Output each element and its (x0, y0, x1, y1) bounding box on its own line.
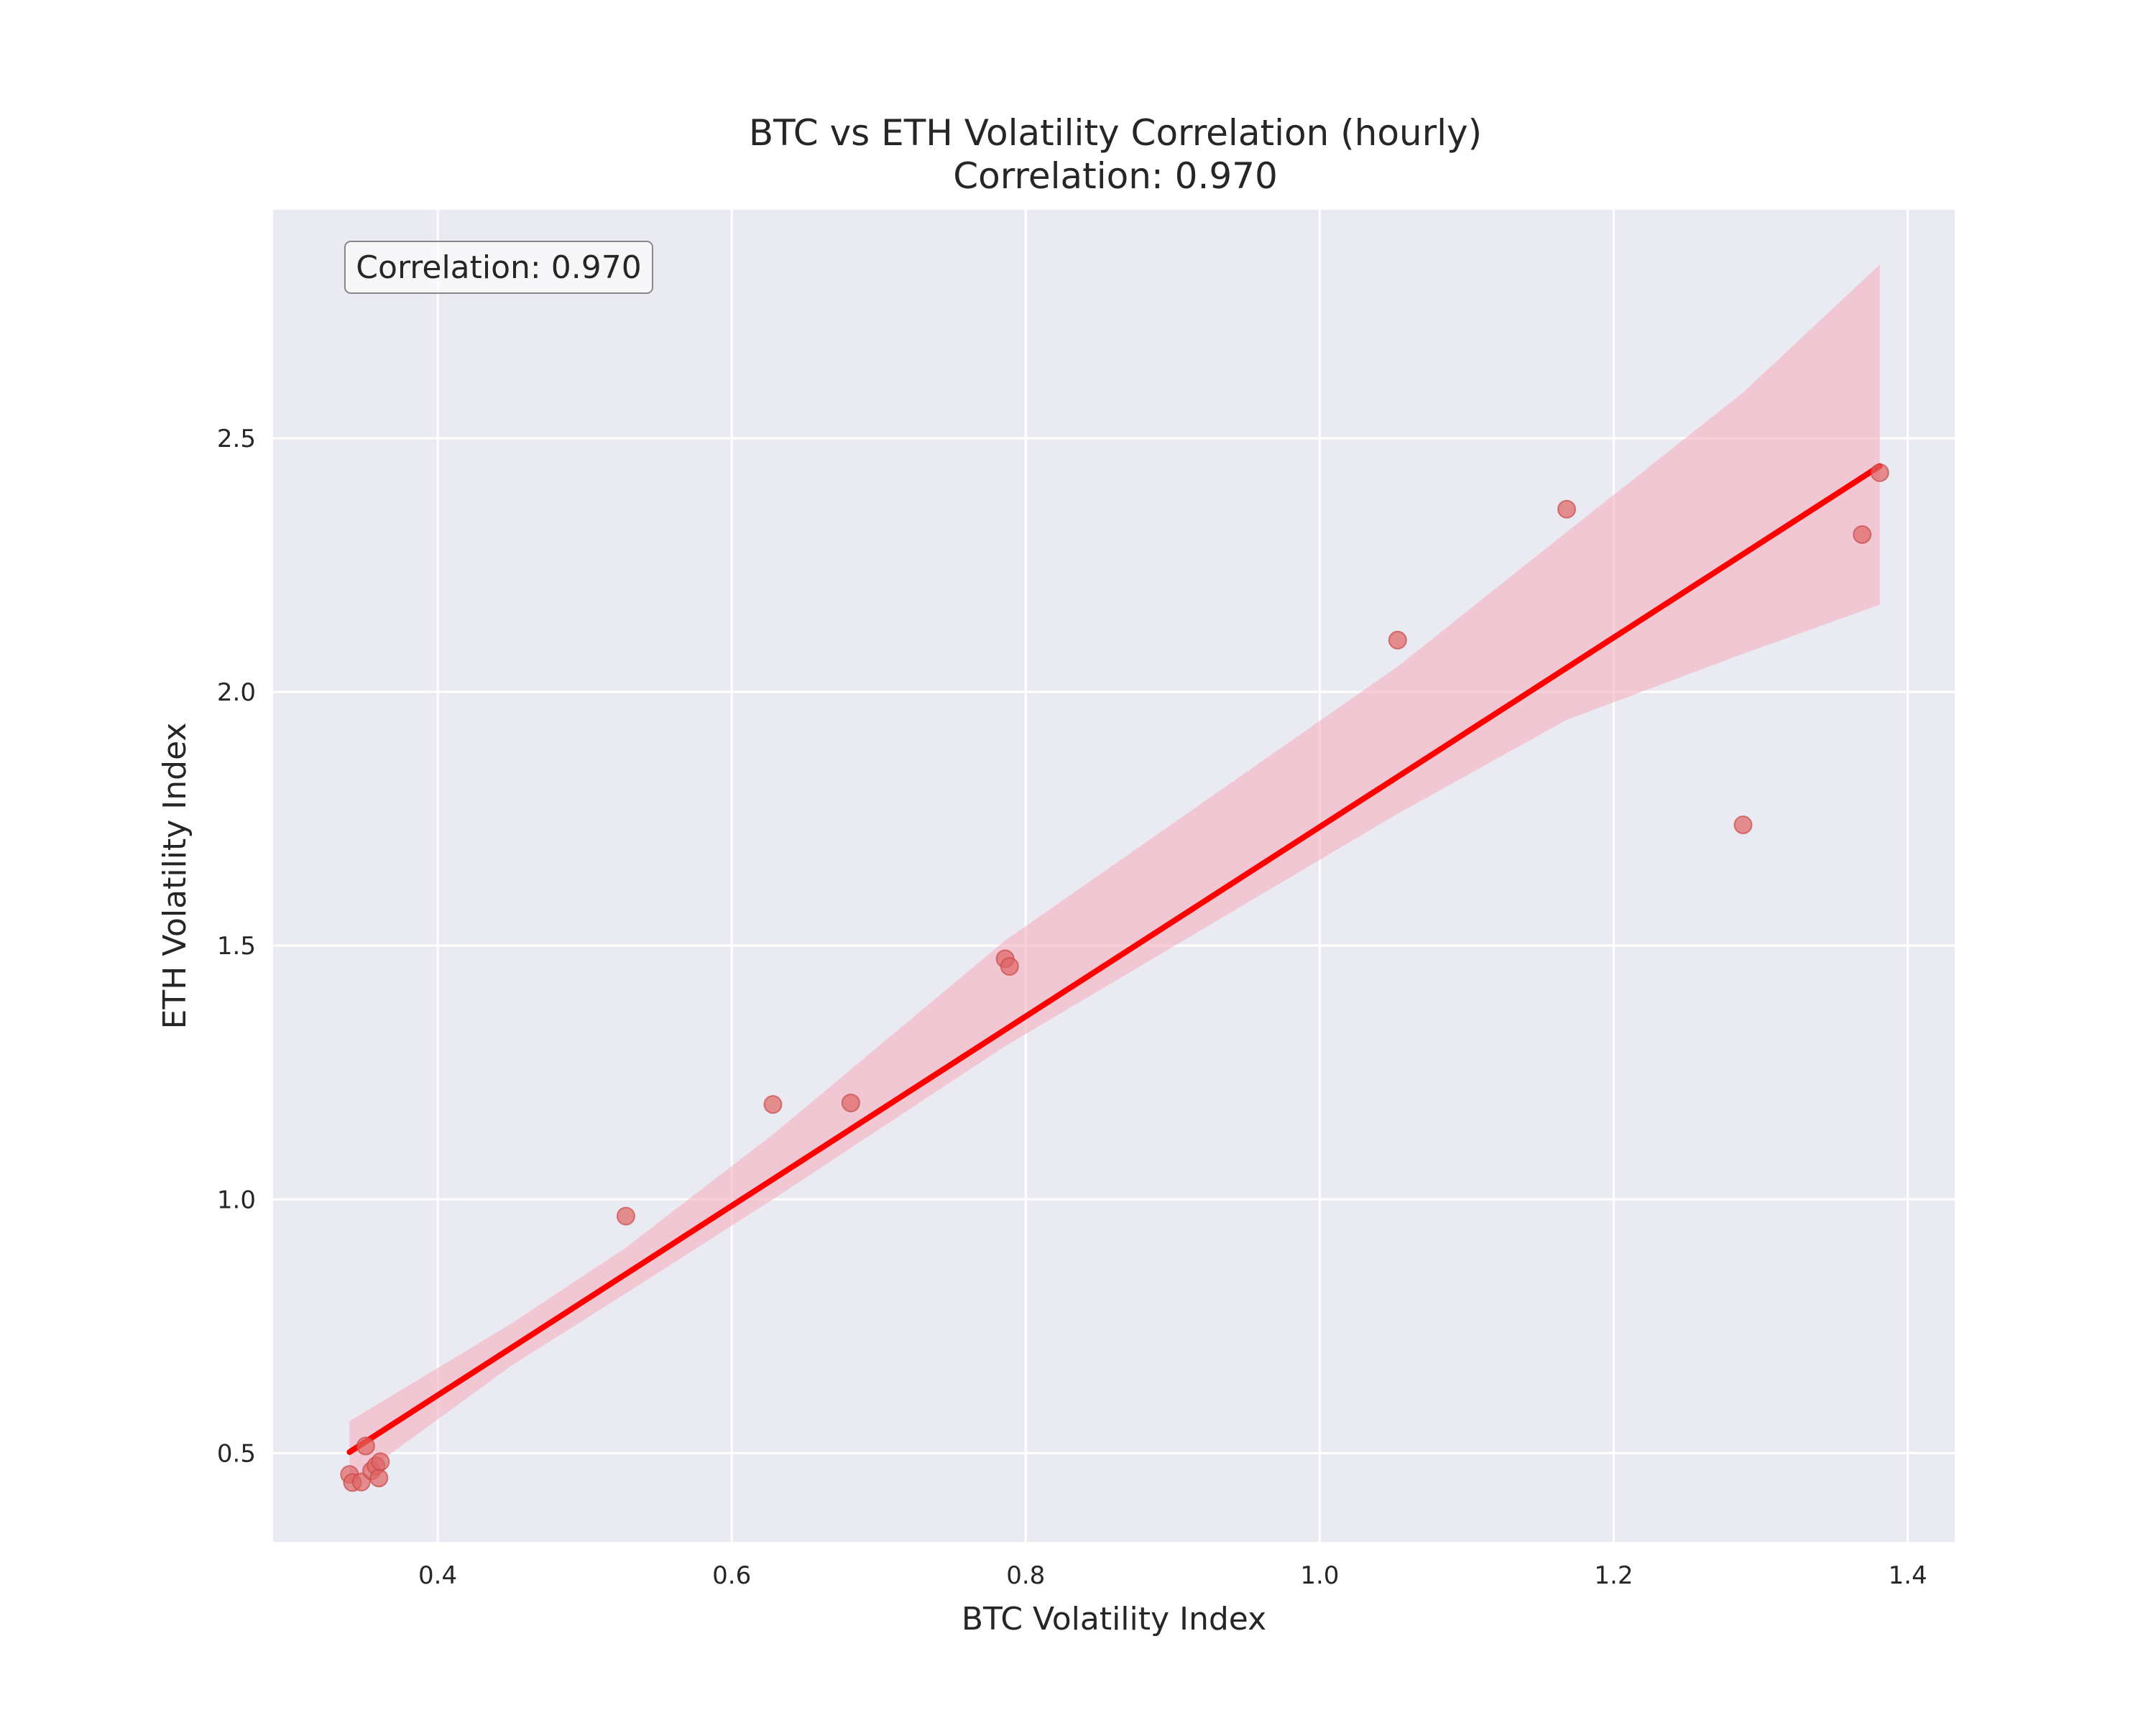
scatter-points (340, 463, 1889, 1492)
x-tick-label-1: 0.6 (712, 1561, 751, 1590)
data-point-6 (369, 1469, 389, 1488)
x-tick-label-5: 1.4 (1889, 1561, 1927, 1590)
data-point-16 (1853, 525, 1872, 545)
data-point-12 (1000, 957, 1019, 976)
x-tick-label-2: 0.8 (1006, 1561, 1045, 1590)
annotation-box (344, 241, 653, 294)
x-tick-label-4: 1.2 (1594, 1561, 1633, 1590)
chart-title: BTC vs ETH Volatility Correlation (hourl… (749, 112, 1482, 154)
x-tick-label-0: 0.4 (418, 1561, 457, 1590)
data-point-13 (1388, 630, 1407, 650)
data-point-8 (616, 1206, 635, 1226)
x-tick-label-3: 1.0 (1300, 1561, 1339, 1590)
data-point-15 (1733, 816, 1753, 835)
data-point-7 (371, 1452, 390, 1471)
x-axis-label: BTC Volatility Index (962, 1601, 1266, 1637)
correlation-annotation: Correlation: 0.970 (344, 241, 653, 294)
y-tick-label-1: 1.0 (217, 1186, 256, 1214)
data-point-17 (1870, 463, 1889, 482)
data-point-10 (841, 1094, 860, 1113)
regression-line-layer (346, 463, 1883, 1455)
y-axis-label: ETH Volatility Index (157, 723, 193, 1030)
y-tick-label-4: 2.5 (217, 425, 256, 453)
confidence-band-layer (349, 264, 1880, 1484)
data-point-3 (356, 1436, 375, 1456)
grid-lines (273, 210, 1955, 1542)
data-point-14 (1557, 499, 1576, 519)
y-tick-label-2: 1.5 (217, 932, 256, 961)
x-tick-labels: 0.4 0.6 0.8 1.0 1.2 1.4 (418, 1561, 1927, 1590)
confidence-band (349, 264, 1880, 1484)
chart-subtitle: Correlation: 0.970 (953, 155, 1278, 197)
data-point-9 (763, 1095, 783, 1114)
y-tick-labels: 0.5 1.0 1.5 2.0 2.5 (217, 425, 256, 1469)
y-tick-label-3: 2.0 (217, 678, 256, 707)
annotation-text: Correlation: 0.970 (356, 249, 641, 286)
regression-line (346, 463, 1883, 1455)
y-tick-label-0: 0.5 (217, 1439, 256, 1468)
